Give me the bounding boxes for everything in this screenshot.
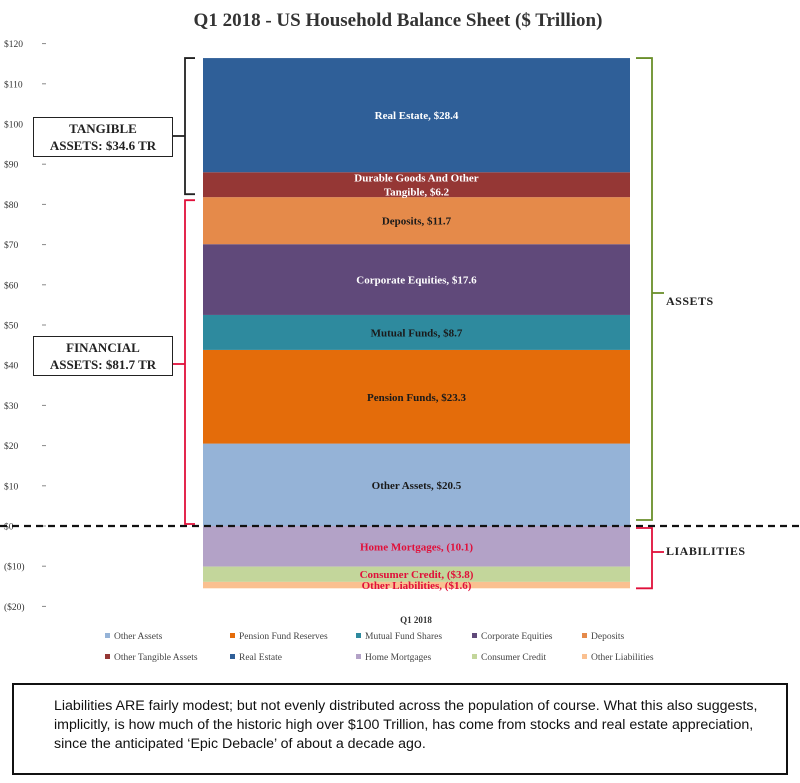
y-tick-label: $60 [4, 280, 19, 291]
assets-label: ASSETS [666, 294, 714, 308]
segment-label: Mutual Funds, $8.7 [371, 327, 463, 339]
legend-label: Other Liabilities [591, 653, 654, 663]
segment-label: Other Liabilities, ($1.6) [362, 580, 472, 592]
y-tick-label: $0 [4, 522, 14, 533]
bar-segment [203, 314, 630, 350]
legend-swatch [230, 633, 235, 638]
legend-swatch [105, 633, 110, 638]
bar-segment [203, 443, 630, 526]
segment-labels: Other Assets, $20.5 Pension Funds, $23.3 M… [354, 110, 478, 592]
tangible-bracket [184, 57, 195, 196]
legend: Other Assets Pension Fund Reserves Mutual … [105, 632, 654, 663]
legend-label: Mutual Fund Shares [365, 632, 442, 642]
assets-bracket [636, 57, 653, 521]
financial-assets-callout: FINANCIAL ASSETS: $81.7 TR [33, 336, 173, 376]
y-tick-label: $110 [4, 79, 23, 90]
tangible-assets-callout: TANGIBLE ASSETS: $34.6 TR [33, 117, 173, 157]
y-tick-label: $10 [4, 481, 19, 492]
y-tick-label: $50 [4, 321, 19, 332]
bar-segment [203, 349, 630, 444]
y-axis: ($20) ($10) $0 $10 $20 $30 $40 $50 $60 $70 $80 $90 $… [4, 39, 46, 613]
legend-swatch [105, 654, 110, 659]
chart-title: Q1 2018 - US Household Balance Sheet ($ … [194, 10, 603, 31]
legend-label: Real Estate [239, 653, 282, 663]
segment-label: Real Estate, $28.4 [375, 110, 459, 122]
segment-label: Other Assets, $20.5 [372, 480, 462, 492]
segment-label: Durable Goods And Other [354, 173, 478, 185]
y-tick-label: $120 [4, 39, 23, 50]
legend-swatch [582, 633, 587, 638]
legend-label: Other Assets [114, 632, 163, 642]
y-tick-label: $100 [4, 120, 23, 131]
y-tick-label: ($10) [4, 562, 25, 573]
legend-swatch [356, 654, 361, 659]
y-tick-label: $80 [4, 200, 19, 211]
legend-label: Deposits [591, 632, 625, 642]
legend-label: Home Mortgages [365, 653, 432, 663]
segment-label: Consumer Credit, ($3.8) [360, 569, 474, 581]
chart-area: Q1 2018 - US Household Balance Sheet ($ … [0, 10, 800, 663]
liabilities-label: LIABILITIES [666, 544, 746, 558]
bar-segment [203, 526, 630, 567]
commentary-text: Liabilities ARE fairly modest; but not e… [54, 698, 758, 752]
legend-label: Consumer Credit [481, 653, 547, 663]
y-tick-label: $90 [4, 160, 19, 171]
y-tick-label: $70 [4, 240, 19, 251]
stacked-bar [0, 58, 800, 589]
legend-label: Pension Fund Reserves [239, 632, 328, 642]
y-tick-label: $20 [4, 441, 19, 452]
bar-segment [203, 244, 630, 315]
liabilities-bracket [636, 527, 653, 590]
bar-segment [203, 566, 630, 582]
legend-swatch [356, 633, 361, 638]
legend-swatch [472, 633, 477, 638]
commentary-note: Liabilities ARE fairly modest; but not e… [12, 683, 788, 775]
chart-svg: Q1 2018 - US Household Balance Sheet ($ … [0, 10, 800, 663]
bar-segment [203, 172, 630, 198]
y-tick-label: $40 [4, 361, 19, 372]
legend-label: Corporate Equities [481, 632, 553, 642]
y-tick-label: ($20) [4, 602, 25, 613]
segment-label: Home Mortgages, (10.1) [360, 541, 473, 553]
tangible-line1: TANGIBLE [69, 121, 137, 136]
legend-swatch [582, 654, 587, 659]
segment-label: Deposits, $11.7 [382, 216, 452, 228]
financial-line1: FINANCIAL [66, 340, 140, 355]
legend-label: Other Tangible Assets [114, 653, 198, 663]
tangible-line2: ASSETS: $34.6 TR [49, 138, 157, 153]
bar-segment [203, 197, 630, 245]
bar-segment [203, 581, 630, 589]
legend-swatch [230, 654, 235, 659]
segment-label: Tangible, $6.2 [384, 187, 450, 199]
brackets [173, 57, 664, 590]
x-category-label: Q1 2018 [400, 615, 432, 625]
financial-line2: ASSETS: $81.7 TR [49, 357, 157, 372]
segment-label: Pension Funds, $23.3 [367, 392, 467, 404]
financial-bracket [184, 199, 195, 525]
legend-swatch [472, 654, 477, 659]
y-tick-label: $30 [4, 401, 19, 412]
segment-label: Corporate Equities, $17.6 [356, 275, 477, 287]
bar-segment [203, 58, 630, 173]
